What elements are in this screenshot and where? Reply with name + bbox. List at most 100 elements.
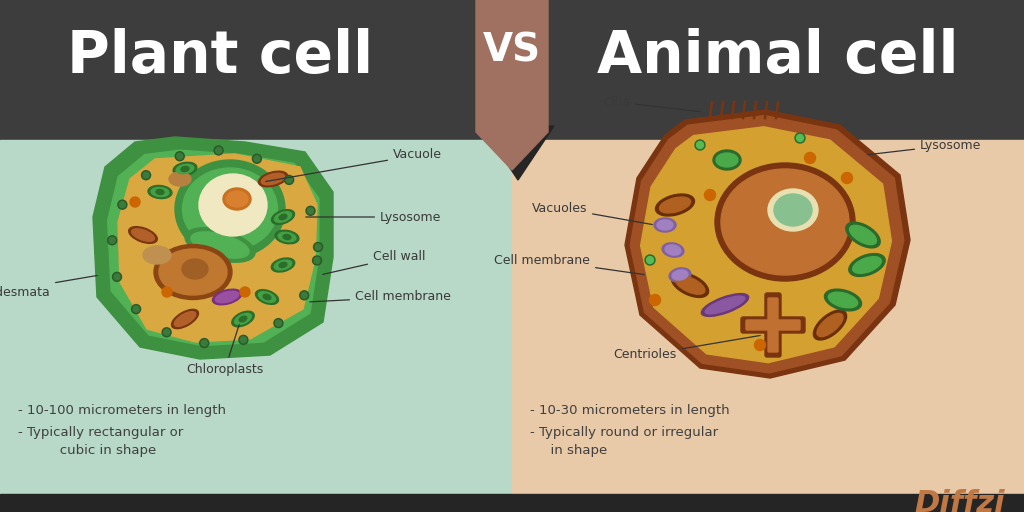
Ellipse shape	[176, 164, 194, 174]
Ellipse shape	[185, 228, 255, 262]
Ellipse shape	[659, 197, 690, 213]
Text: Cilia: Cilia	[603, 96, 700, 112]
Bar	[0, 140, 512, 494]
Circle shape	[313, 243, 323, 251]
Circle shape	[795, 133, 805, 143]
Ellipse shape	[226, 191, 248, 207]
Circle shape	[214, 146, 223, 155]
Ellipse shape	[190, 232, 249, 258]
Ellipse shape	[283, 234, 291, 240]
Ellipse shape	[178, 246, 236, 272]
Circle shape	[805, 153, 815, 163]
Polygon shape	[93, 137, 333, 359]
Ellipse shape	[665, 245, 681, 255]
Bar	[512, 140, 1024, 494]
Text: Vacuole: Vacuole	[266, 148, 442, 182]
Ellipse shape	[768, 189, 818, 231]
Circle shape	[133, 306, 139, 312]
Circle shape	[306, 206, 315, 216]
Ellipse shape	[701, 293, 749, 316]
Circle shape	[118, 200, 127, 209]
Circle shape	[108, 236, 117, 245]
Circle shape	[649, 294, 660, 306]
Text: - 10-30 micrometers in length: - 10-30 micrometers in length	[530, 404, 730, 417]
Circle shape	[755, 339, 766, 351]
Text: in shape: in shape	[542, 444, 607, 457]
Circle shape	[312, 256, 322, 265]
Polygon shape	[625, 110, 910, 378]
Ellipse shape	[169, 172, 191, 186]
Circle shape	[164, 329, 170, 335]
Text: Diffzi: Diffzi	[914, 488, 1005, 512]
Circle shape	[120, 202, 125, 208]
Ellipse shape	[774, 194, 812, 226]
Text: Cell membrane: Cell membrane	[495, 253, 644, 274]
Ellipse shape	[271, 209, 295, 224]
Circle shape	[695, 140, 705, 150]
Circle shape	[130, 197, 140, 207]
Ellipse shape	[657, 220, 673, 230]
Ellipse shape	[256, 290, 279, 304]
Ellipse shape	[129, 227, 158, 243]
Polygon shape	[641, 127, 892, 362]
Ellipse shape	[258, 292, 275, 302]
Ellipse shape	[824, 289, 861, 311]
Ellipse shape	[274, 212, 292, 222]
Text: - Typically round or irregular: - Typically round or irregular	[530, 426, 718, 439]
Bar	[0, 494, 1024, 512]
Ellipse shape	[655, 194, 694, 216]
Circle shape	[175, 152, 184, 161]
Polygon shape	[482, 126, 554, 180]
Ellipse shape	[672, 272, 709, 297]
Text: Plasmodesmata: Plasmodesmata	[0, 275, 97, 298]
Ellipse shape	[174, 312, 196, 326]
Circle shape	[307, 208, 313, 214]
Ellipse shape	[151, 187, 169, 197]
Circle shape	[696, 141, 703, 148]
Circle shape	[114, 274, 120, 280]
Ellipse shape	[234, 313, 251, 325]
Ellipse shape	[172, 309, 199, 329]
Circle shape	[286, 177, 292, 183]
Ellipse shape	[853, 257, 882, 273]
Ellipse shape	[175, 160, 285, 258]
Polygon shape	[108, 150, 318, 346]
Circle shape	[645, 255, 655, 265]
Circle shape	[301, 292, 307, 298]
FancyBboxPatch shape	[746, 320, 800, 330]
Ellipse shape	[715, 163, 855, 281]
Ellipse shape	[261, 173, 285, 185]
Circle shape	[254, 156, 260, 162]
Circle shape	[162, 328, 171, 337]
Circle shape	[285, 176, 294, 184]
Ellipse shape	[669, 268, 691, 282]
Ellipse shape	[132, 229, 155, 241]
Ellipse shape	[828, 292, 858, 308]
Ellipse shape	[279, 232, 296, 242]
Ellipse shape	[850, 225, 877, 245]
Circle shape	[141, 170, 151, 180]
Text: Plant cell: Plant cell	[67, 29, 373, 86]
Ellipse shape	[849, 253, 885, 276]
Circle shape	[143, 172, 150, 178]
Circle shape	[842, 173, 853, 183]
Circle shape	[131, 305, 140, 313]
Ellipse shape	[672, 270, 688, 280]
Circle shape	[200, 338, 209, 348]
Ellipse shape	[706, 296, 744, 314]
Ellipse shape	[182, 259, 208, 279]
Ellipse shape	[817, 313, 843, 336]
Text: Cell membrane: Cell membrane	[310, 290, 451, 304]
Ellipse shape	[231, 311, 254, 327]
Ellipse shape	[713, 150, 741, 170]
Circle shape	[240, 287, 250, 297]
Text: Cell wall: Cell wall	[323, 250, 426, 274]
Polygon shape	[630, 116, 904, 373]
Circle shape	[646, 257, 653, 264]
Ellipse shape	[263, 294, 271, 300]
Circle shape	[216, 147, 221, 154]
Ellipse shape	[675, 276, 705, 294]
Ellipse shape	[173, 162, 197, 176]
Bar	[0, 0, 1024, 140]
Ellipse shape	[154, 245, 232, 300]
